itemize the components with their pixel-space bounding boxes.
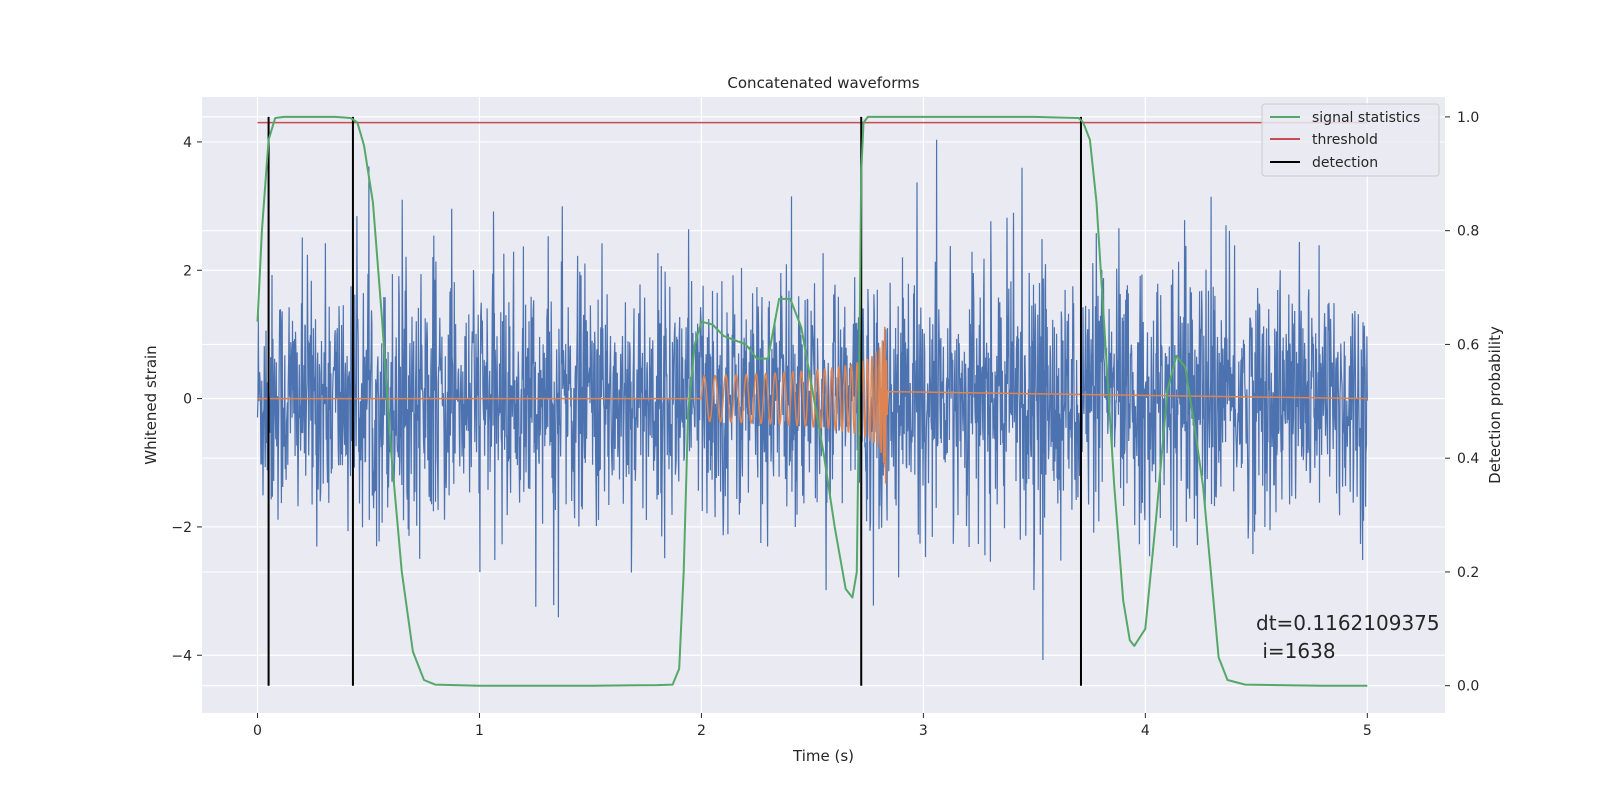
x-tick-label: 0 bbox=[253, 723, 262, 739]
annotation-dt: dt=0.1162109375 bbox=[1256, 611, 1440, 635]
y2-axis-label: Detection probability bbox=[1486, 326, 1504, 484]
legend-label-threshold: threshold bbox=[1312, 132, 1378, 148]
noise-line bbox=[256, 139, 1368, 661]
chirp-line bbox=[257, 326, 1368, 484]
y-axis-label: Whitened strain bbox=[142, 345, 160, 464]
y2-tick-label: 1.0 bbox=[1457, 110, 1479, 126]
x-tick-label: 4 bbox=[1141, 723, 1150, 739]
y2-tick-label: 0.6 bbox=[1457, 337, 1479, 353]
y2-tick-label: 0.2 bbox=[1457, 565, 1479, 581]
y-tick-label: −4 bbox=[171, 648, 192, 664]
legend: signal statistics threshold detection bbox=[1261, 103, 1440, 177]
x-tick-label: 3 bbox=[919, 723, 928, 739]
y-tick-label: −2 bbox=[171, 520, 192, 536]
legend-label-signal-statistics: signal statistics bbox=[1312, 110, 1420, 126]
noise-series bbox=[256, 139, 1368, 661]
legend-label-detection: detection bbox=[1312, 155, 1378, 171]
annotation-i: i=1638 bbox=[1256, 639, 1336, 663]
x-tick-label: 1 bbox=[475, 723, 484, 739]
axis-ticks: 0 1 2 3 4 5 −4 −2 0 2 4 0.0 0.2 0.4 0.6 0.8 1.0 bbox=[171, 110, 1479, 739]
x-tick-label: 2 bbox=[697, 723, 706, 739]
y-tick-label: 4 bbox=[183, 135, 192, 151]
y-tick-label: 0 bbox=[183, 392, 192, 408]
chirp-series bbox=[257, 326, 1368, 484]
y2-tick-label: 0.8 bbox=[1457, 224, 1479, 240]
signal-statistics-line bbox=[256, 115, 1368, 687]
chart-title: Concatenated waveforms bbox=[727, 74, 919, 92]
y-tick-label: 2 bbox=[183, 263, 192, 279]
y2-tick-label: 0.0 bbox=[1457, 679, 1479, 695]
probability-overlays bbox=[256, 115, 1368, 687]
y2-tick-label: 0.4 bbox=[1457, 451, 1479, 467]
legend-box bbox=[1261, 103, 1440, 177]
x-axis-label: Time (s) bbox=[792, 747, 854, 765]
x-tick-label: 5 bbox=[1363, 723, 1372, 739]
